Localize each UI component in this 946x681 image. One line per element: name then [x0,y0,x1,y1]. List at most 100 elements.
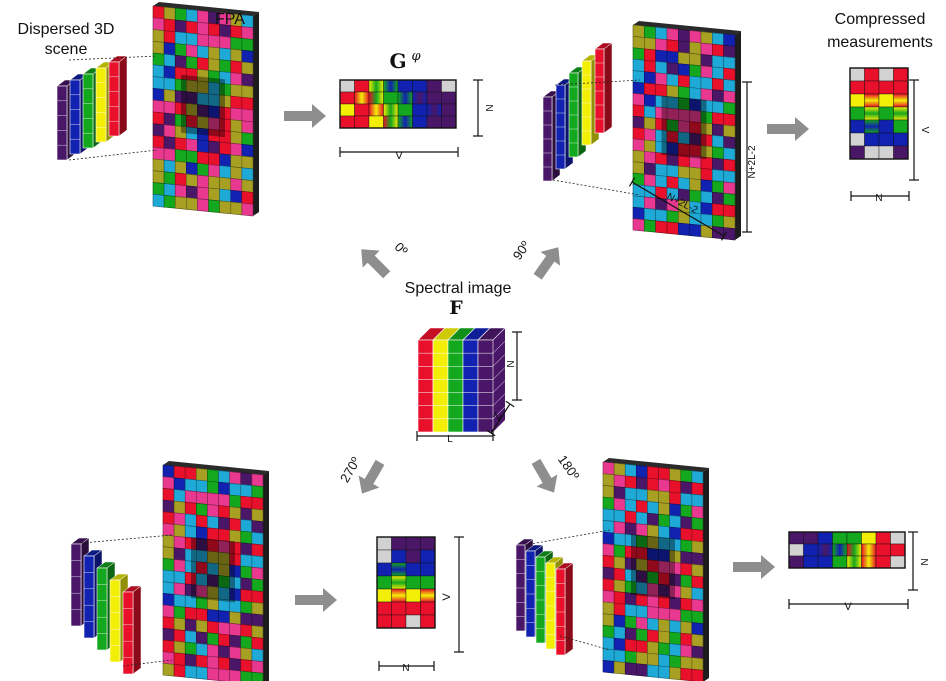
fpa-cell [240,484,253,498]
fpa-cell [197,139,209,154]
fpa-cell [644,128,656,142]
fpa-cell [723,158,736,172]
fpa-cell [632,36,645,50]
fpa-cell [602,590,615,604]
measurement-cell [846,543,862,557]
cube-side-line [492,393,506,406]
dim-n-label-cube: N [504,360,515,367]
fpa-cell [173,535,186,550]
fpa-cell [613,637,626,652]
fpa-cell [184,501,197,516]
compressed-measurement-matrix [849,67,909,160]
dimension-line [490,403,511,434]
fpa-cell [666,164,679,178]
dimension-tick [720,231,728,241]
fpa-cell [691,540,704,554]
fpa-cell [658,525,670,539]
fpa-cell [644,94,656,108]
fpa-cell [624,603,637,618]
fpa-cell [173,489,186,503]
fpa-cell [647,477,659,492]
measurement-cell [893,80,909,95]
measurement-cell [391,588,407,603]
fpa-cell [162,476,175,490]
fpa-cell [636,616,648,631]
fpa-cell [655,72,668,86]
fpa-cell [152,146,165,161]
fpa-cell [658,618,670,633]
fpa-cell [152,135,165,149]
measurement-cell [864,80,880,95]
measurement-cell [354,115,370,129]
dim-v-270 [454,536,464,653]
dim-v-label-180: V [844,601,852,613]
fpa-cell [647,664,659,678]
measurement-cell [849,145,865,160]
arrow-shape [733,555,775,579]
fpa-cell [173,652,186,666]
fpa-cell [658,653,670,668]
measurement-cell [426,91,442,105]
fpa-cell [647,617,659,632]
fpa-cell [691,633,704,648]
fpa-cell [691,505,704,519]
dim-l-cube [416,431,494,441]
fpa-cell [251,671,264,681]
fpa-cell [669,608,682,622]
fpa-cell [207,469,219,483]
fpa-cell [218,493,230,507]
fpa-cell [691,610,704,624]
fpa-cell [207,515,219,530]
fpa-cell [240,670,253,681]
measurement-cell [354,103,370,117]
fpa-cell [636,500,648,514]
fpa-cell [723,204,736,218]
fpa-cell [218,470,230,484]
fpa-cell [240,600,253,615]
measurement-cell [788,543,804,557]
measurement-cell [354,79,370,93]
fpa-cell [208,58,220,72]
fpa-cell [251,473,264,487]
fpa-cell [184,641,197,656]
cube-band [432,339,449,433]
measurement-cell [391,562,407,577]
measurement-cell [391,536,407,551]
fpa-cell [602,485,615,499]
fpa-cell [229,471,242,485]
fpa-cell [230,60,243,75]
measurement-cell [339,79,355,93]
projection-line [122,659,173,667]
fpa-cell [184,606,197,621]
measurement-cell [376,536,392,551]
fpa-projection-shadow [631,534,675,600]
fpa-cell [723,90,736,104]
measurement-cell [391,614,407,629]
fpa-cell [173,477,186,491]
fpa-cell [196,503,208,517]
fpa-cell [240,647,253,661]
fpa-cell [602,566,615,581]
fpa-cell [678,222,690,236]
fpa-cell [186,44,198,58]
fpa-cell [163,183,176,197]
measurement-cell [412,103,428,117]
fpa-cell [251,496,264,511]
fpa-cell [163,195,176,209]
fpa-cell [644,162,656,176]
cube-side-line [492,380,506,393]
fpa-cell [644,219,656,233]
fpa-cell [208,199,220,213]
fpa-cell [678,29,690,43]
fpa-cell [184,466,197,481]
fpa-cell [162,663,175,677]
measurement-cell [861,531,877,545]
fpa-cell [163,147,176,162]
fpa-cell [196,514,208,529]
fpa-cell [241,26,254,40]
measurement-cell [878,132,894,147]
dimension-tick [486,429,496,437]
measurement-cell [383,91,399,105]
measurement-cell [397,115,413,129]
measurement-cell [376,562,392,577]
